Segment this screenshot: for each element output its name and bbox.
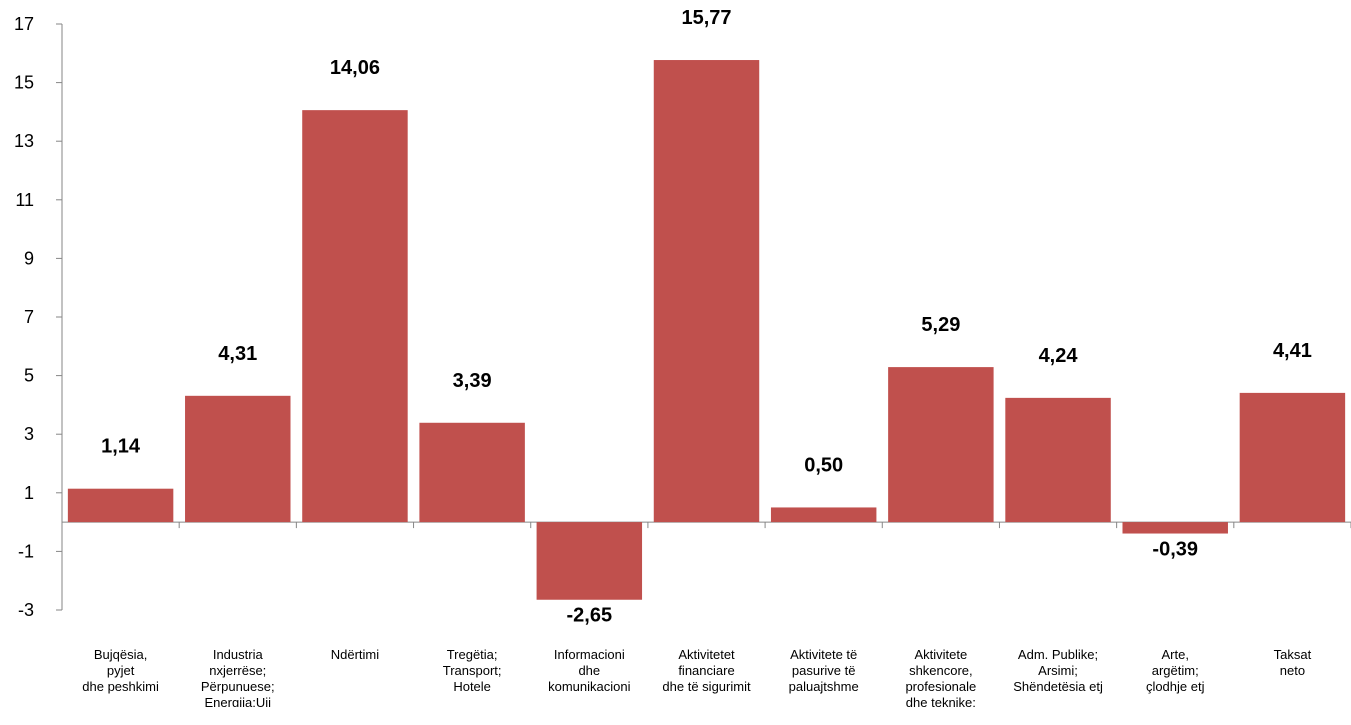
data-label: 4,24 — [1039, 345, 1079, 367]
bar — [888, 367, 994, 523]
y-tick-label: 1 — [24, 483, 34, 503]
x-tick-label: Aktivitete shkencore, profesionale dhe t… — [905, 647, 977, 707]
y-tick-label: -3 — [18, 600, 34, 620]
bar — [1239, 392, 1346, 523]
y-tick-label: 9 — [24, 248, 34, 268]
x-tick-label: Industria nxjerrëse; Përpunuese; Energji… — [200, 647, 275, 707]
bar — [536, 522, 643, 600]
x-tick-label: Adm. Publike; Arsimi; Shëndetësia etj — [1013, 647, 1103, 694]
y-tick-label: 17 — [14, 14, 34, 34]
y-tick-label: 5 — [24, 366, 34, 386]
y-tick-label: 13 — [14, 131, 34, 151]
bar — [1122, 522, 1228, 534]
bars — [67, 60, 1346, 600]
data-label: -2,65 — [567, 605, 613, 627]
bar — [770, 507, 877, 523]
y-tick-label: 15 — [14, 73, 34, 93]
bar — [1005, 397, 1111, 523]
x-tick-label: Informacioni dhe komunikacioni — [548, 647, 631, 694]
x-tick-label: Taksat neto — [1273, 647, 1312, 678]
data-label: 0,50 — [804, 454, 843, 476]
data-label: 15,77 — [681, 7, 731, 29]
x-tick-label: Ndërtimi — [330, 647, 380, 662]
data-label: 4,31 — [218, 343, 257, 365]
data-label: 4,41 — [1273, 340, 1312, 362]
bar — [653, 60, 760, 523]
x-tick-label: Arte, argëtim; çlodhje etj — [1145, 647, 1205, 694]
data-label: -0,39 — [1152, 539, 1198, 561]
data-label: 1,14 — [101, 436, 141, 458]
y-tick-label: 11 — [15, 190, 34, 210]
bar — [67, 488, 174, 523]
x-tick-label: Aktivitete të pasurive të paluajtshme — [788, 647, 859, 694]
y-tick-label: 3 — [24, 424, 34, 444]
bar — [185, 395, 291, 523]
bar — [419, 422, 525, 523]
data-label: 14,06 — [330, 57, 380, 79]
x-tick-label: Tregëtia; Transport; Hotele — [442, 647, 502, 694]
y-tick-label: 7 — [24, 307, 34, 327]
x-tick-label: Bujqësia, pyjet dhe peshkimi — [82, 647, 159, 694]
y-tick-label: -1 — [18, 541, 34, 561]
bar — [302, 110, 408, 523]
data-label: 5,29 — [921, 314, 960, 336]
x-tick-label: Aktivitetet financiare dhe të sigurimit — [662, 647, 751, 694]
value-labels: 1,14 4,31 14,06 3,39 -2,65 15,77 0,50 5,29 4,24 -… — [101, 7, 1312, 627]
data-label: 3,39 — [453, 370, 492, 392]
